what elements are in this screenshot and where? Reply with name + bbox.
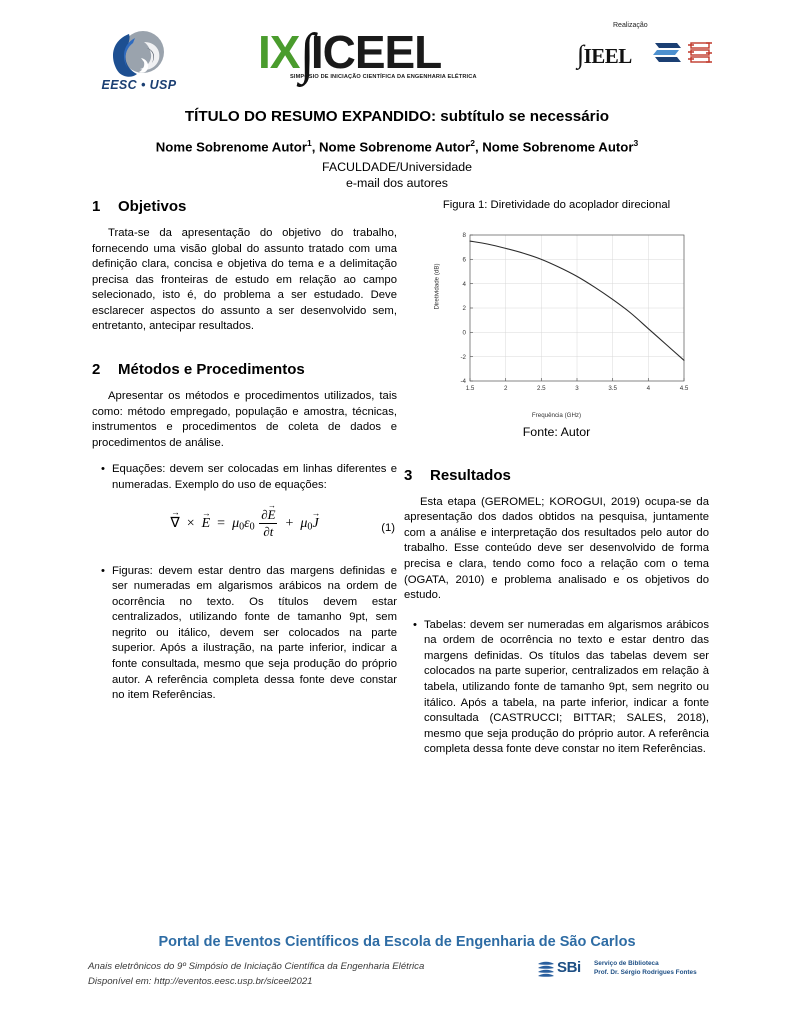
sbi-wordmark: SBi <box>557 959 581 976</box>
svg-text:3: 3 <box>575 385 579 392</box>
svg-text:3.5: 3.5 <box>608 385 617 392</box>
partial-derivative-fraction: ∂E ∂t <box>259 508 278 540</box>
svg-text:2: 2 <box>462 305 466 312</box>
author-1: Nome Sobrenome Autor <box>155 139 307 155</box>
affiliation-line: FACULDADE/Universidade <box>321 160 473 175</box>
section-number-3: 3 <box>404 466 413 484</box>
siceel-tagline: SIMPÓSIO DE INICIAÇÃO CIENTÍFICA DA ENGE… <box>290 74 477 80</box>
svg-text:-2: -2 <box>460 354 466 361</box>
section-heading-metodos: 2 Métodos e Procedimentos <box>92 361 397 379</box>
figure-caption: Figura 1: Diretividade do acoplador dire… <box>442 199 671 211</box>
chart-canvas: 1.5 2 2.5 3 3.5 4 4.5 -4 -2 0 2 4 6 8 <box>460 232 688 392</box>
E-field-vector: E <box>202 516 211 532</box>
fieel-wordmark: ∫IEEL <box>577 40 632 70</box>
equation-block: ∇ × E = μ0ε0 ∂E ∂t + μ0J (1) <box>92 508 397 548</box>
email-line: e-mail dos autores <box>346 176 448 191</box>
author-3-sup: 3 <box>633 138 639 149</box>
svg-text:0: 0 <box>462 329 466 336</box>
maxwell-equation: ∇ × E = μ0ε0 ∂E ∂t + μ0J <box>92 508 397 540</box>
bullet-list-figuras: Figuras: devem estar dentro das margens … <box>92 564 397 704</box>
svg-text:4: 4 <box>462 281 466 288</box>
eesc-usp-logo: EESC • USP <box>85 28 193 98</box>
equation-number: (1) <box>381 521 395 534</box>
bullet-list-metodos: Equações: devem ser colocadas em linhas … <box>92 462 397 493</box>
bullet-figuras: Figuras: devem estar dentro das margens … <box>101 564 397 704</box>
sbi-book-icon <box>536 959 556 979</box>
stacked-bars-icon <box>651 40 683 66</box>
paragraph-resultados: Esta etapa (GEROMEL; KOROGUI, 2019) ocup… <box>404 495 709 602</box>
document-header: EESC • USP IX∫ICEEL SIMPÓSIO DE INICIAÇÃ… <box>0 18 794 100</box>
chart-x-axis-label: Frequência (GHz) <box>531 411 582 419</box>
footer-anais-line2: Disponível em: http://eventos.eesc.usp.b… <box>88 975 313 987</box>
sbi-logo: SBi Serviço de Biblioteca Prof. Dr. Sérg… <box>536 958 716 984</box>
author-2-sup: 2 <box>470 138 475 149</box>
section-title-3: Resultados <box>430 466 511 484</box>
paragraph-metodos: Apresentar os métodos e procedimentos ut… <box>92 390 397 449</box>
eesc-usp-emblem-icon <box>99 28 177 80</box>
siceel-ix: IX <box>258 26 300 78</box>
svg-text:2.5: 2.5 <box>537 385 546 392</box>
realizacao-logo-group: Realização ∫IEEL <box>575 22 715 96</box>
author-2: , Nome Sobrenome Autor <box>311 139 471 155</box>
sbi-subtitle-2: Prof. Dr. Sérgio Rodrigues Fontes <box>594 969 697 976</box>
svg-text:2: 2 <box>503 385 507 392</box>
left-column: 1 Objetivos Trata-se da apresentação do o… <box>92 198 397 714</box>
realizacao-label: Realização <box>613 22 648 29</box>
author-3: , Nome Sobrenome Autor <box>474 139 634 155</box>
section-number-1: 1 <box>92 198 101 215</box>
paragraph-objetivos: Trata-se da apresentação do objetivo do … <box>92 227 397 333</box>
eesc-usp-caption: EESC • USP <box>101 78 177 92</box>
authors-line: Nome Sobrenome Autor1, Nome Sobrenome Au… <box>88 138 706 156</box>
title-block: TÍTULO DO RESUMO EXPANDIDO: subtítulo se… <box>88 108 706 191</box>
bullet-equacoes: Equações: devem ser colocadas em linhas … <box>101 462 397 493</box>
svg-text:-4: -4 <box>460 378 466 385</box>
svg-text:8: 8 <box>462 232 466 239</box>
fieel-rest: IEEL <box>583 44 633 68</box>
section-number-2: 2 <box>92 361 101 379</box>
footer-anais: Anais eletrônicos do 9º Simpósio de Inic… <box>88 960 424 990</box>
current-density-vector: J <box>312 516 318 532</box>
bullet-list-tabelas: Tabelas: devem ser numeradas em algarism… <box>404 618 709 758</box>
figure-1: Figura 1: Diretividade do acoplador dire… <box>404 198 709 439</box>
siceel-rest: ICEEL <box>310 26 442 78</box>
bullet-tabelas: Tabelas: devem ser numeradas em algarism… <box>413 618 709 758</box>
siceel-logo: IX∫ICEEL SIMPÓSIO DE INICIAÇÃO CIENTÍFIC… <box>258 24 508 98</box>
chart-y-axis-label: Diretividade (dB) <box>433 263 440 310</box>
svg-text:4: 4 <box>646 385 650 392</box>
svg-text:6: 6 <box>462 256 466 263</box>
page-title: TÍTULO DO RESUMO EXPANDIDO: subtítulo se… <box>184 108 610 125</box>
svg-text:1.5: 1.5 <box>465 385 474 392</box>
figure-source: Fonte: Autor <box>522 424 591 439</box>
svg-text:4.5: 4.5 <box>679 385 688 392</box>
section-heading-objetivos: 1 Objetivos <box>92 198 397 216</box>
author-1-sup: 1 <box>306 138 312 149</box>
circuit-square-icon <box>687 40 713 66</box>
footer-anais-line1: Anais eletrônicos do 9º Simpósio de Inic… <box>88 961 425 972</box>
sbi-subtitle-1: Serviço de Biblioteca <box>594 960 659 967</box>
section-title-1: Objetivos <box>118 198 187 215</box>
chart-plot: Diretividade (dB) 1.5 2 2.5 3 3.5 4 4.5 -4 -2 0 2 4… <box>422 227 692 419</box>
nabla-vector: ∇ <box>170 515 179 532</box>
footer-portal-title: Portal de Eventos Científicos da Escola … <box>158 934 636 950</box>
siceel-wordmark: IX∫ICEEL <box>258 24 508 82</box>
document-footer: Portal de Eventos Científicos da Escola … <box>0 928 794 1020</box>
section-heading-resultados: 3 Resultados <box>404 467 709 485</box>
fieel-integral-icon: ∫ <box>577 40 584 69</box>
section-title-2: Métodos e Procedimentos <box>118 361 305 379</box>
right-column: Figura 1: Diretividade do acoplador dire… <box>404 198 709 768</box>
